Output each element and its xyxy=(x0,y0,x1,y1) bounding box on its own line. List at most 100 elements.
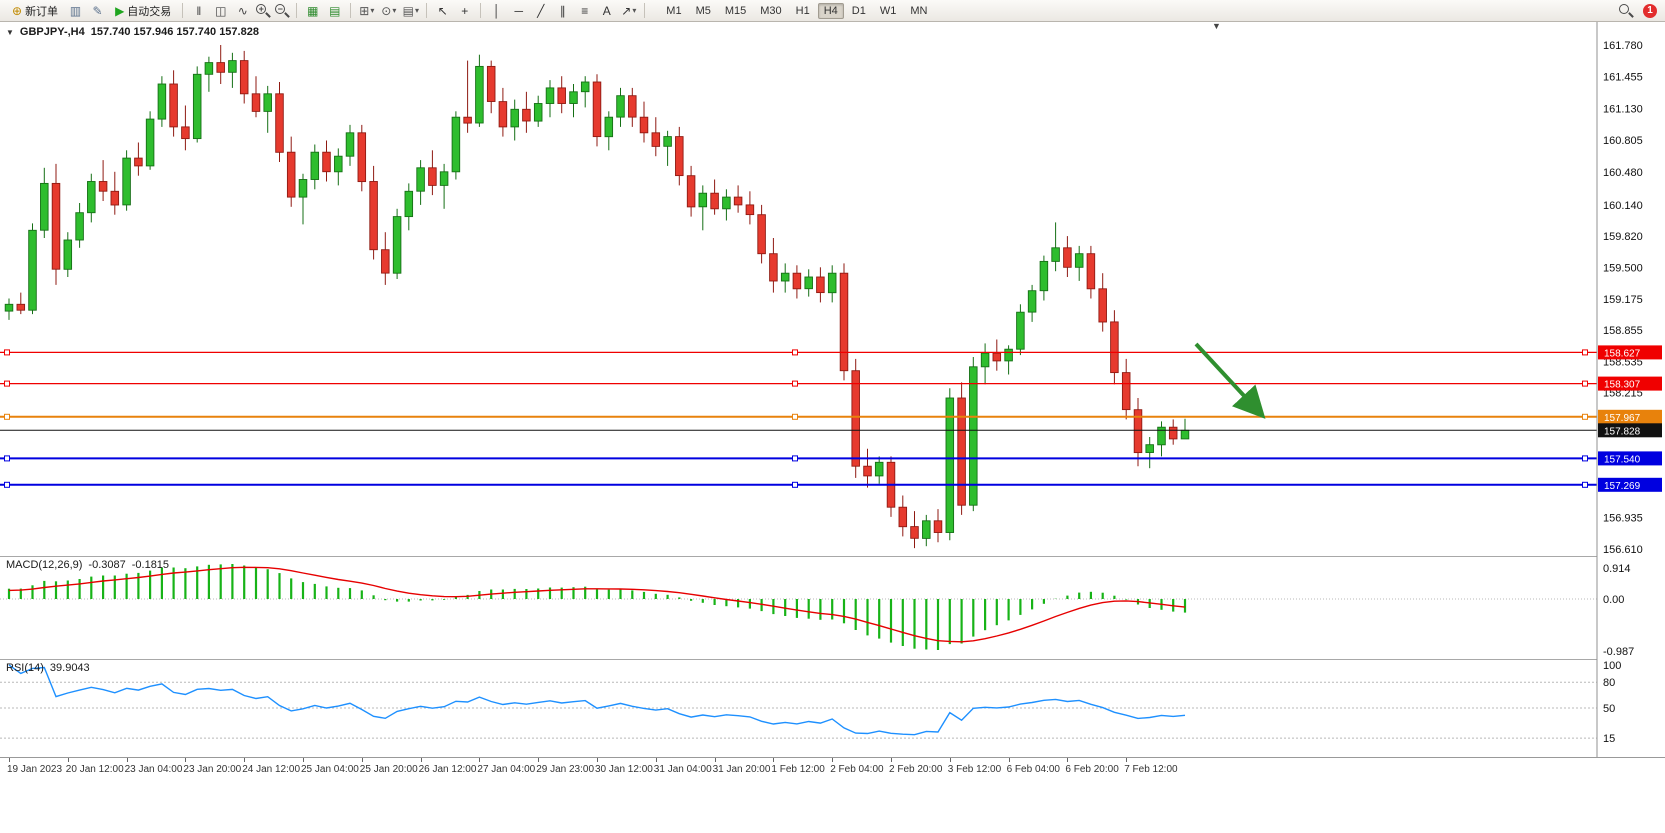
line-handle[interactable] xyxy=(4,455,10,462)
timeframe-m30[interactable]: M30 xyxy=(760,4,782,17)
timeframe-w1[interactable]: W1 xyxy=(879,4,897,17)
line-handle[interactable] xyxy=(792,413,798,420)
price-marker-label: 157.967 xyxy=(1604,413,1641,424)
vertical-line-tool-icon[interactable]: │ xyxy=(486,2,507,20)
horizontal-line-tool-icon[interactable]: ─ xyxy=(508,2,529,20)
zoom-in-icon[interactable]: + xyxy=(254,2,272,20)
timeframe-h4[interactable]: H4 xyxy=(817,2,844,19)
time-tick xyxy=(1008,758,1010,762)
cascade-windows-icon[interactable]: ▤ xyxy=(324,2,345,20)
macd-axis-label: -0.987 xyxy=(1603,646,1634,658)
dropdown-arrow-icon: ▾ xyxy=(414,6,419,15)
text-tool-icon[interactable]: A xyxy=(596,2,617,20)
line-handle[interactable] xyxy=(1582,349,1588,356)
time-axis-label: 25 Jan 20:00 xyxy=(359,764,418,775)
time-tick xyxy=(714,758,716,762)
time-tick xyxy=(773,758,775,762)
macd-signal-line xyxy=(8,566,1186,643)
line-handle[interactable] xyxy=(1582,481,1588,488)
line-handle[interactable] xyxy=(792,481,798,488)
dropdown-arrow-icon: ▾ xyxy=(370,6,375,15)
new-order-button[interactable]: ⊕ 新订单 xyxy=(6,1,64,21)
time-axis-label: 3 Feb 12:00 xyxy=(947,764,1002,775)
time-axis-label: 25 Jan 04:00 xyxy=(301,764,359,775)
price-marker-box xyxy=(1598,451,1662,466)
macd-label: MACD(12,26,9) -0.3087 -0.1815 xyxy=(6,559,169,571)
timeframe-h1[interactable]: H1 xyxy=(795,4,810,17)
zoom-in-icon-lens: + xyxy=(256,3,267,14)
timeframe-m5[interactable]: M5 xyxy=(695,4,711,17)
line-handle[interactable] xyxy=(1582,380,1588,387)
price-marker-label: 157.269 xyxy=(1604,481,1641,492)
new-chart-button[interactable]: ⊞ ▾ xyxy=(356,2,377,20)
rsi-panel[interactable]: 100 80 50 15 xyxy=(0,659,1665,757)
templates-button[interactable]: ▤ ▾ xyxy=(400,2,421,20)
crosshair-tool-icon[interactable]: + xyxy=(454,2,475,20)
notification-badge[interactable]: 1 xyxy=(1643,3,1657,18)
macd-panel[interactable]: 0.914 0.00 -0.987 xyxy=(0,556,1665,659)
search-lens-icon xyxy=(1619,3,1629,14)
cursor-tool-icon[interactable]: ↖ xyxy=(432,2,453,20)
candlestick-chart-icon[interactable]: ◫ xyxy=(210,2,231,20)
rsi-axis-label: 100 xyxy=(1603,660,1621,672)
periods-button[interactable]: ⊙ ▾ xyxy=(378,2,399,20)
price-axis-label: 161.455 xyxy=(1603,72,1643,84)
timeframe-d1[interactable]: D1 xyxy=(851,4,866,17)
line-chart-icon[interactable]: ∿ xyxy=(232,2,253,20)
time-axis-label: 1 Feb 12:00 xyxy=(771,764,825,775)
macd-axis-label: 0.914 xyxy=(1603,563,1631,575)
rsi-axis-label: 80 xyxy=(1603,677,1615,689)
line-handle[interactable] xyxy=(4,413,10,420)
collapse-icon[interactable]: ▼ xyxy=(6,27,14,37)
arrows-tool-button[interactable]: ↗ ▾ xyxy=(618,2,639,20)
tile-windows-icon[interactable]: ▦ xyxy=(302,2,323,20)
line-handle[interactable] xyxy=(4,380,10,387)
rsi-line xyxy=(8,664,1186,736)
time-axis-label: 23 Jan 20:00 xyxy=(183,764,242,775)
trend-arrow[interactable] xyxy=(1194,342,1266,419)
price-axis-label: 156.610 xyxy=(1603,544,1643,556)
chart-window-icon[interactable]: ▥ xyxy=(65,2,86,20)
time-tick xyxy=(420,758,422,762)
candlestick-chart-icon: ◫ xyxy=(215,3,227,18)
chart-shift-icon[interactable]: ▼ xyxy=(1212,21,1221,31)
line-handle[interactable] xyxy=(792,380,798,387)
channel-tool-icon[interactable]: ∥ xyxy=(552,2,573,20)
line-handle[interactable] xyxy=(1582,413,1588,420)
dropdown-arrow-icon: ▾ xyxy=(632,6,637,15)
line-handle[interactable] xyxy=(1582,455,1588,462)
line-handle[interactable] xyxy=(792,455,798,462)
price-axis-label: 161.130 xyxy=(1603,103,1643,115)
time-tick xyxy=(949,758,951,762)
zoom-out-icon[interactable]: − xyxy=(273,2,291,20)
time-tick xyxy=(9,758,10,762)
metaeditor-icon[interactable]: ✎ xyxy=(87,2,108,20)
dropdown-arrow-icon: ▾ xyxy=(392,6,397,15)
trendline-tool-icon: ╱ xyxy=(537,3,545,18)
search-icon[interactable] xyxy=(1617,2,1635,20)
price-chart[interactable]: 161.780 161.455 161.130 160.805 160.480 160.1… xyxy=(0,22,1665,556)
rsi-axis-label: 15 xyxy=(1603,733,1615,745)
time-axis-label: 26 Jan 12:00 xyxy=(418,764,477,775)
toolbar: ⊕ 新订单 ▥ ✎ ▶ 自动交易 ‖ ◫ ∿ + − ▦ ▤ ⊞ ▾ ⊙ ▾ ▤ ▾ ↖ + │ ─ ╱ ∥ ≡ A ↗ ▾ M1 M5 M… xyxy=(0,0,1665,22)
time-tick xyxy=(126,758,128,762)
timeframe-mn[interactable]: MN xyxy=(910,4,928,17)
line-handle[interactable] xyxy=(4,349,10,356)
auto-trading-button[interactable]: ▶ 自动交易 xyxy=(109,1,177,21)
time-axis[interactable]: 19 Jan 2023 20 Jan 12:00 23 Jan 04:00 23 Ja… xyxy=(0,757,1665,785)
time-tick xyxy=(303,758,304,762)
price-marker-box xyxy=(1598,345,1662,360)
time-axis-label: 30 Jan 12:00 xyxy=(595,764,653,775)
trendline-tool-icon[interactable]: ╱ xyxy=(530,2,551,20)
fibonacci-tool-icon[interactable]: ≡ xyxy=(574,2,595,20)
price-marker-label: 158.307 xyxy=(1604,380,1641,391)
line-handle[interactable] xyxy=(4,481,10,488)
line-handle[interactable] xyxy=(792,349,798,356)
channel-tool-icon: ∥ xyxy=(559,3,566,18)
time-axis-label: 31 Jan 20:00 xyxy=(712,764,771,775)
time-axis-label: 6 Feb 04:00 xyxy=(1006,764,1060,775)
timeframe-m1[interactable]: M1 xyxy=(666,4,682,17)
timeframe-m15[interactable]: M15 xyxy=(724,4,747,17)
bar-chart-icon[interactable]: ‖ xyxy=(188,2,209,20)
cascade-windows-icon: ▤ xyxy=(329,3,341,18)
